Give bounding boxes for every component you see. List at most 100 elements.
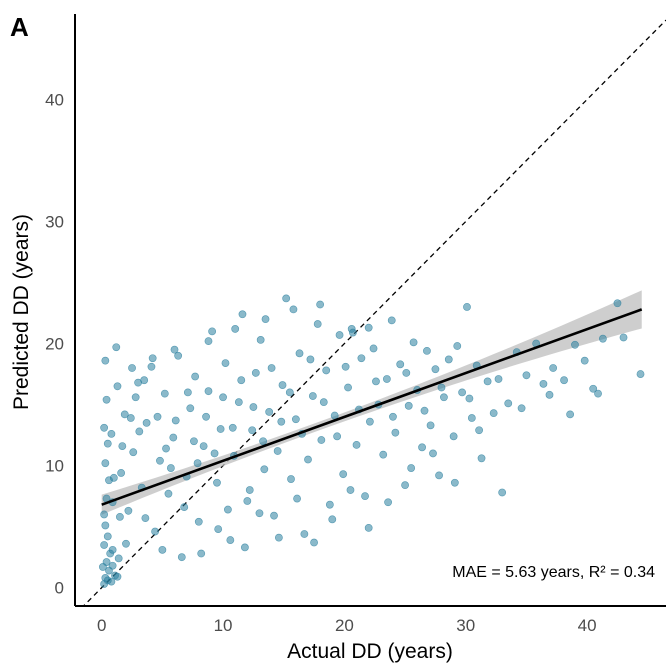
- data-point: [251, 368, 260, 377]
- x-tick-label: 0: [97, 616, 106, 635]
- data-point: [282, 294, 291, 303]
- data-point: [310, 538, 318, 547]
- data-point: [325, 500, 334, 509]
- data-point: [190, 437, 198, 446]
- data-point: [112, 343, 121, 352]
- data-point: [191, 372, 200, 381]
- data-point: [101, 459, 110, 468]
- x-tick-label: 10: [214, 616, 233, 635]
- data-point: [114, 554, 123, 563]
- data-point: [99, 563, 107, 571]
- data-point: [328, 515, 337, 524]
- x-tick-label: 30: [456, 616, 475, 635]
- data-point: [102, 395, 111, 404]
- data-point: [285, 388, 294, 397]
- data-point: [243, 497, 252, 505]
- data-point: [308, 392, 317, 400]
- data-point: [186, 404, 195, 413]
- data-point: [349, 328, 357, 337]
- data-point: [313, 320, 322, 328]
- data-point: [319, 398, 328, 407]
- data-point: [365, 417, 374, 426]
- data-point: [240, 543, 249, 552]
- data-point: [140, 376, 149, 385]
- data-point: [483, 377, 492, 386]
- data-point: [103, 532, 112, 541]
- data-point: [147, 362, 156, 371]
- data-point: [449, 432, 458, 441]
- data-point: [126, 414, 135, 422]
- y-tick-label: 30: [45, 213, 64, 232]
- data-point: [108, 545, 117, 554]
- data-point: [517, 404, 526, 413]
- data-point: [164, 489, 173, 498]
- y-tick-labels: 0 10 20 30 40: [45, 90, 64, 597]
- data-point: [101, 521, 110, 530]
- data-point: [341, 362, 350, 371]
- data-point: [295, 349, 304, 358]
- data-point: [545, 390, 554, 399]
- data-point: [131, 393, 140, 402]
- data-point: [465, 394, 474, 403]
- data-point: [193, 459, 202, 468]
- data-point: [494, 375, 503, 383]
- data-point: [256, 336, 265, 344]
- confidence-band-layer: [101, 290, 642, 515]
- data-point: [265, 408, 274, 416]
- data-point: [339, 470, 348, 479]
- data-point: [372, 377, 380, 386]
- data-point: [208, 327, 217, 336]
- data-point: [458, 388, 467, 397]
- data-point: [346, 486, 355, 494]
- data-point: [636, 370, 645, 378]
- data-point: [317, 436, 326, 444]
- data-point: [379, 450, 388, 459]
- data-point: [171, 416, 180, 425]
- data-point: [539, 379, 548, 388]
- data-point: [228, 423, 237, 432]
- y-axis-title: Predicted DD (years): [10, 214, 33, 410]
- data-point: [333, 432, 342, 441]
- data-point: [107, 429, 116, 438]
- data-point: [369, 344, 378, 353]
- data-point: [237, 376, 246, 385]
- data-point: [224, 505, 232, 514]
- y-tick-label: 10: [45, 457, 64, 476]
- data-point: [467, 414, 476, 422]
- data-point: [444, 355, 453, 364]
- data-point: [169, 433, 178, 442]
- data-point: [103, 439, 112, 448]
- data-point: [316, 300, 325, 309]
- data-point: [118, 442, 127, 450]
- data-point: [141, 514, 150, 523]
- data-point: [122, 539, 130, 548]
- data-point: [300, 530, 309, 538]
- metrics-annotation: MAE = 5.63 years, R² = 0.34: [452, 564, 655, 581]
- data-point: [304, 455, 312, 464]
- data-point: [401, 481, 409, 490]
- data-point: [330, 411, 339, 420]
- data-point: [418, 443, 426, 452]
- data-point: [109, 473, 118, 482]
- data-point: [361, 492, 369, 501]
- data-point: [273, 447, 282, 455]
- data-point: [151, 527, 159, 536]
- data-point: [100, 541, 109, 549]
- data-point: [129, 448, 138, 457]
- data-point: [214, 525, 223, 534]
- data-point: [335, 331, 344, 339]
- data-point: [450, 478, 459, 487]
- x-tick-labels: 0 10 20 30 40: [97, 616, 597, 635]
- data-point: [234, 398, 243, 407]
- data-point: [560, 376, 568, 385]
- y-tick-label: 20: [45, 335, 64, 354]
- data-point: [504, 399, 513, 408]
- data-point: [289, 305, 298, 314]
- data-point: [108, 561, 117, 570]
- data-point: [384, 498, 392, 507]
- data-point: [613, 299, 622, 308]
- data-point: [420, 406, 429, 415]
- data-point: [619, 333, 628, 342]
- data-point: [463, 303, 471, 311]
